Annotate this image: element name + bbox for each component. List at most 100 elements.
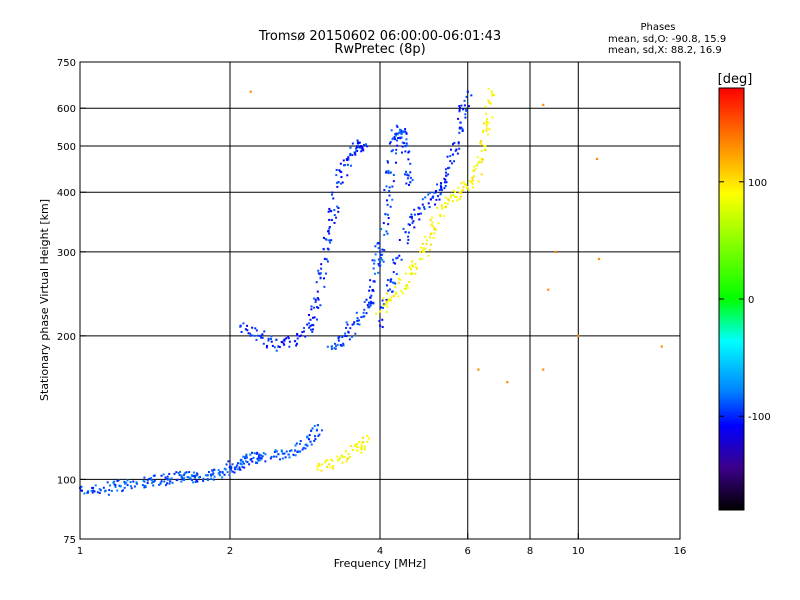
data-point (396, 133, 399, 136)
data-point (431, 221, 434, 224)
data-point (400, 132, 403, 135)
data-point (461, 189, 464, 192)
data-point (343, 164, 346, 167)
data-point (396, 139, 399, 142)
data-point (315, 281, 318, 284)
data-point (371, 288, 374, 291)
data-point (181, 478, 184, 481)
data-point (458, 110, 461, 113)
chart-subtitle: RwPretec (8p) (334, 42, 425, 57)
data-point (260, 336, 263, 339)
y-tick-label: 750 (57, 58, 76, 69)
data-point (253, 452, 256, 455)
data-point (277, 453, 280, 456)
data-point (360, 448, 363, 451)
data-point (109, 484, 112, 487)
data-point (150, 478, 153, 481)
data-point (488, 128, 491, 131)
data-point (358, 323, 361, 326)
data-point (213, 468, 216, 471)
data-point (306, 435, 309, 438)
data-point (462, 186, 465, 189)
data-point (337, 207, 340, 210)
data-point (358, 440, 361, 443)
data-point (249, 453, 252, 456)
data-point (244, 328, 247, 331)
data-point (224, 468, 227, 471)
data-point (463, 99, 466, 102)
data-point (284, 456, 287, 459)
data-point (195, 472, 198, 475)
data-point (421, 203, 424, 206)
data-point (453, 160, 456, 163)
data-point (506, 381, 509, 384)
data-point (331, 191, 334, 194)
data-point (234, 468, 237, 471)
data-point (416, 267, 419, 270)
data-point (369, 304, 372, 307)
data-point (194, 480, 197, 483)
data-point (245, 453, 248, 456)
data-point (123, 480, 126, 483)
data-point (313, 297, 316, 300)
data-point (409, 181, 412, 184)
data-point (328, 218, 331, 221)
data-point (444, 178, 447, 181)
data-point (393, 136, 396, 139)
data-point (469, 179, 472, 182)
data-point (213, 475, 216, 478)
data-point (380, 228, 383, 231)
data-point (303, 326, 306, 329)
data-point (405, 272, 408, 275)
data-point (299, 440, 302, 443)
data-point (270, 340, 273, 343)
data-point (335, 345, 338, 348)
data-point (152, 480, 155, 483)
data-point (449, 148, 452, 151)
data-point (310, 443, 313, 446)
data-point (296, 337, 299, 340)
y-axis-ticks: 75 100 200 300 400 500 600 750 (57, 58, 86, 546)
data-point (411, 265, 414, 268)
data-point (281, 457, 284, 460)
data-point (460, 182, 463, 185)
data-point (377, 262, 380, 265)
data-point (337, 210, 340, 213)
data-point (397, 295, 400, 298)
data-point (249, 334, 252, 337)
data-point (245, 460, 248, 463)
data-point (326, 459, 329, 462)
data-point (245, 454, 248, 457)
data-point (316, 306, 319, 309)
data-point (660, 345, 663, 348)
data-point (312, 324, 315, 327)
data-point (168, 472, 171, 475)
data-point (394, 286, 397, 289)
data-point (344, 450, 347, 453)
data-point (473, 169, 476, 172)
y-tick-label: 600 (57, 104, 76, 115)
data-point (428, 248, 431, 251)
data-point (465, 183, 468, 186)
data-point (231, 463, 234, 466)
data-point (317, 269, 320, 272)
data-point (421, 242, 424, 245)
data-point (462, 108, 465, 111)
data-point (325, 272, 328, 275)
data-point (281, 452, 284, 455)
data-point (451, 200, 454, 203)
data-point (405, 182, 408, 185)
data-point (350, 445, 353, 448)
data-point (246, 329, 249, 332)
data-point (372, 290, 375, 293)
data-point (256, 334, 259, 337)
data-point (457, 142, 460, 145)
data-point (437, 222, 440, 225)
data-point (386, 305, 389, 308)
data-point (354, 332, 357, 335)
data-point (342, 159, 345, 162)
data-point (394, 161, 397, 164)
data-point (275, 455, 278, 458)
data-point (273, 450, 276, 453)
